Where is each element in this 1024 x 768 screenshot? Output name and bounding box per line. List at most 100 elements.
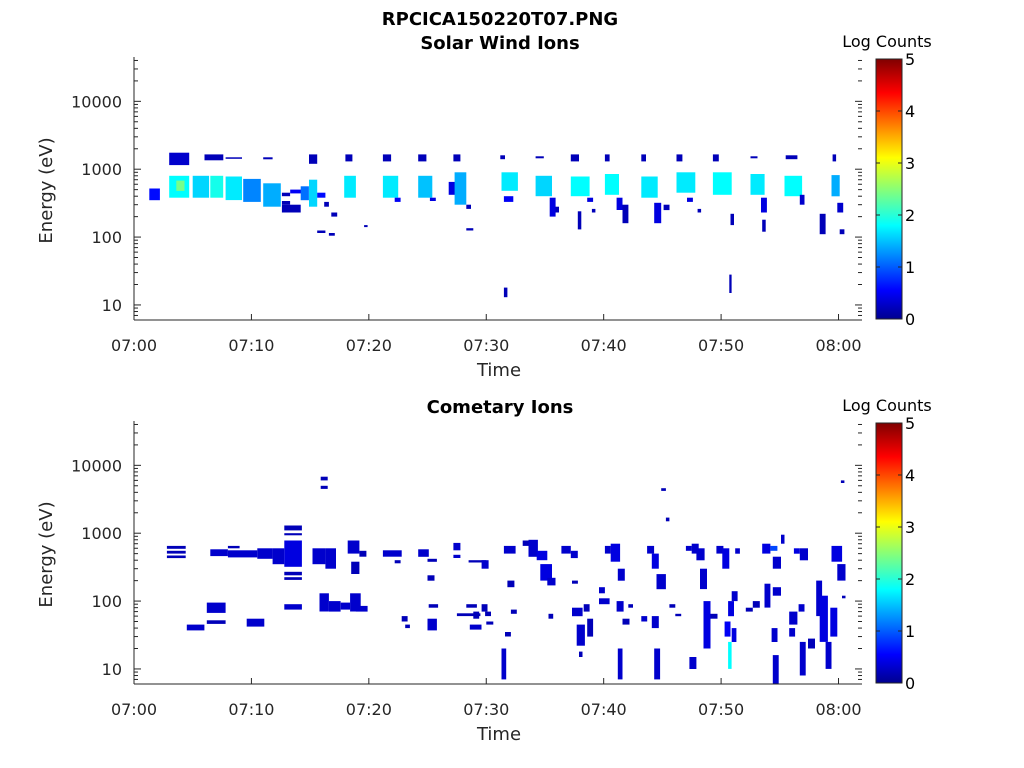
colorbar-tick-label: 4 [905,102,915,121]
heatmap-cell [309,154,318,164]
heatmap-cell [284,577,302,580]
heatmap-cell [328,601,341,612]
heatmap-cell [468,560,487,563]
heatmap-cell [685,545,692,551]
heatmap-cell [325,548,336,569]
heatmap-cell [587,197,594,202]
heatmap-cell [481,604,488,612]
x-axis-label: Time [476,724,521,745]
heatmap-cell [418,154,427,162]
heatmap-cell [501,648,507,680]
heatmap-cell [799,194,805,205]
x-tick-label: 07:50 [698,700,744,719]
heatmap-cell [284,571,302,576]
heatmap-cell [617,568,625,581]
heatmap-cell [290,189,302,194]
heatmap-cell [772,587,781,596]
x-tick-label: 07:50 [698,336,744,355]
heatmap-cell [284,540,302,567]
heatmap-cell [819,213,826,235]
heatmap-cell [799,548,808,561]
heatmap-cell [641,616,648,622]
heatmap-cell [651,553,659,569]
heatmap-cell [772,556,781,569]
heatmap-cell [485,611,491,617]
heatmap-cell [453,542,461,551]
y-tick-label: 1000 [81,524,122,543]
heatmap-cell [616,197,623,210]
heatmap-cell [394,197,401,202]
heatmap-cell [547,577,556,586]
heatmap-cell [473,611,480,619]
heatmap-cell [722,548,730,569]
heatmap-cell [840,480,845,483]
heatmap-cell [225,157,242,159]
heatmap-cell [418,175,433,198]
heatmap-cell [510,609,517,614]
colorbar-tick-label: 4 [905,466,915,485]
heatmap-cell [481,560,489,569]
heatmap-cell [599,598,610,605]
heatmap-cell [428,604,439,608]
heatmap-cell [716,545,724,554]
heatmap-cell [798,604,805,612]
x-tick-label: 07:10 [228,336,274,355]
heatmap-cell [548,613,554,619]
colorbar-gradient [875,58,903,320]
heatmap-cell [405,624,410,629]
heatmap-cell [816,580,823,617]
colorbar-label: Log Counts [842,32,932,51]
colorbar-tick-label: 0 [905,310,915,329]
heatmap-cell [784,175,803,197]
heatmap-cell [587,618,594,637]
heatmap-cell [656,574,666,590]
x-tick-label: 07:00 [111,700,157,719]
heatmap-cell [169,152,190,166]
heatmap-cell [661,488,666,491]
heatmap-cell [427,575,435,581]
panel-title: Solar Wind Ions [420,33,579,54]
colorbar-tick-label: 5 [905,50,915,69]
x-tick-label: 07:20 [346,700,392,719]
heatmap-cell [418,549,429,557]
heatmap-cell [263,183,281,207]
heatmap-cell [503,287,508,298]
heatmap-cell [830,607,838,637]
heatmap-cell [616,601,624,612]
heatmap-cell [604,174,619,195]
heatmap-cell [730,213,734,226]
heatmap-cells [149,152,845,298]
heatmap-cell [728,641,732,669]
heatmap-cell [762,219,766,232]
heatmap-cell [837,564,846,581]
heatmap-cell [570,154,579,162]
heatmap-cell [676,172,696,193]
y-ticks: 10 100 1000 10000 [71,59,862,321]
heatmap-cell [284,604,302,610]
y-tick-label: 100 [91,228,122,247]
heatmap-cell [210,175,224,198]
heatmap-cell [528,539,538,557]
heatmap-cell [663,204,670,211]
heatmap-cell [176,180,185,191]
heatmap-cell [540,564,552,581]
heatmap-cell [622,204,629,224]
heatmap-cell [700,568,707,590]
heatmap-cell [561,545,571,554]
heatmap-cell [577,211,582,230]
heatmap-cell [328,233,335,236]
heatmap-cell [206,602,226,613]
heatmap-cell [186,624,205,631]
heatmap-cell [825,641,832,669]
heatmap-cell [382,550,402,557]
heatmap-cell [206,620,226,624]
heatmap-cell [604,154,610,162]
heatmap-cell [729,274,732,293]
heatmap-cell [227,550,258,558]
y-tick-label: 10 [102,296,122,315]
heatmap-cell [281,204,301,213]
heatmap-cell [785,155,798,160]
x-axis-label: Time [476,360,521,381]
